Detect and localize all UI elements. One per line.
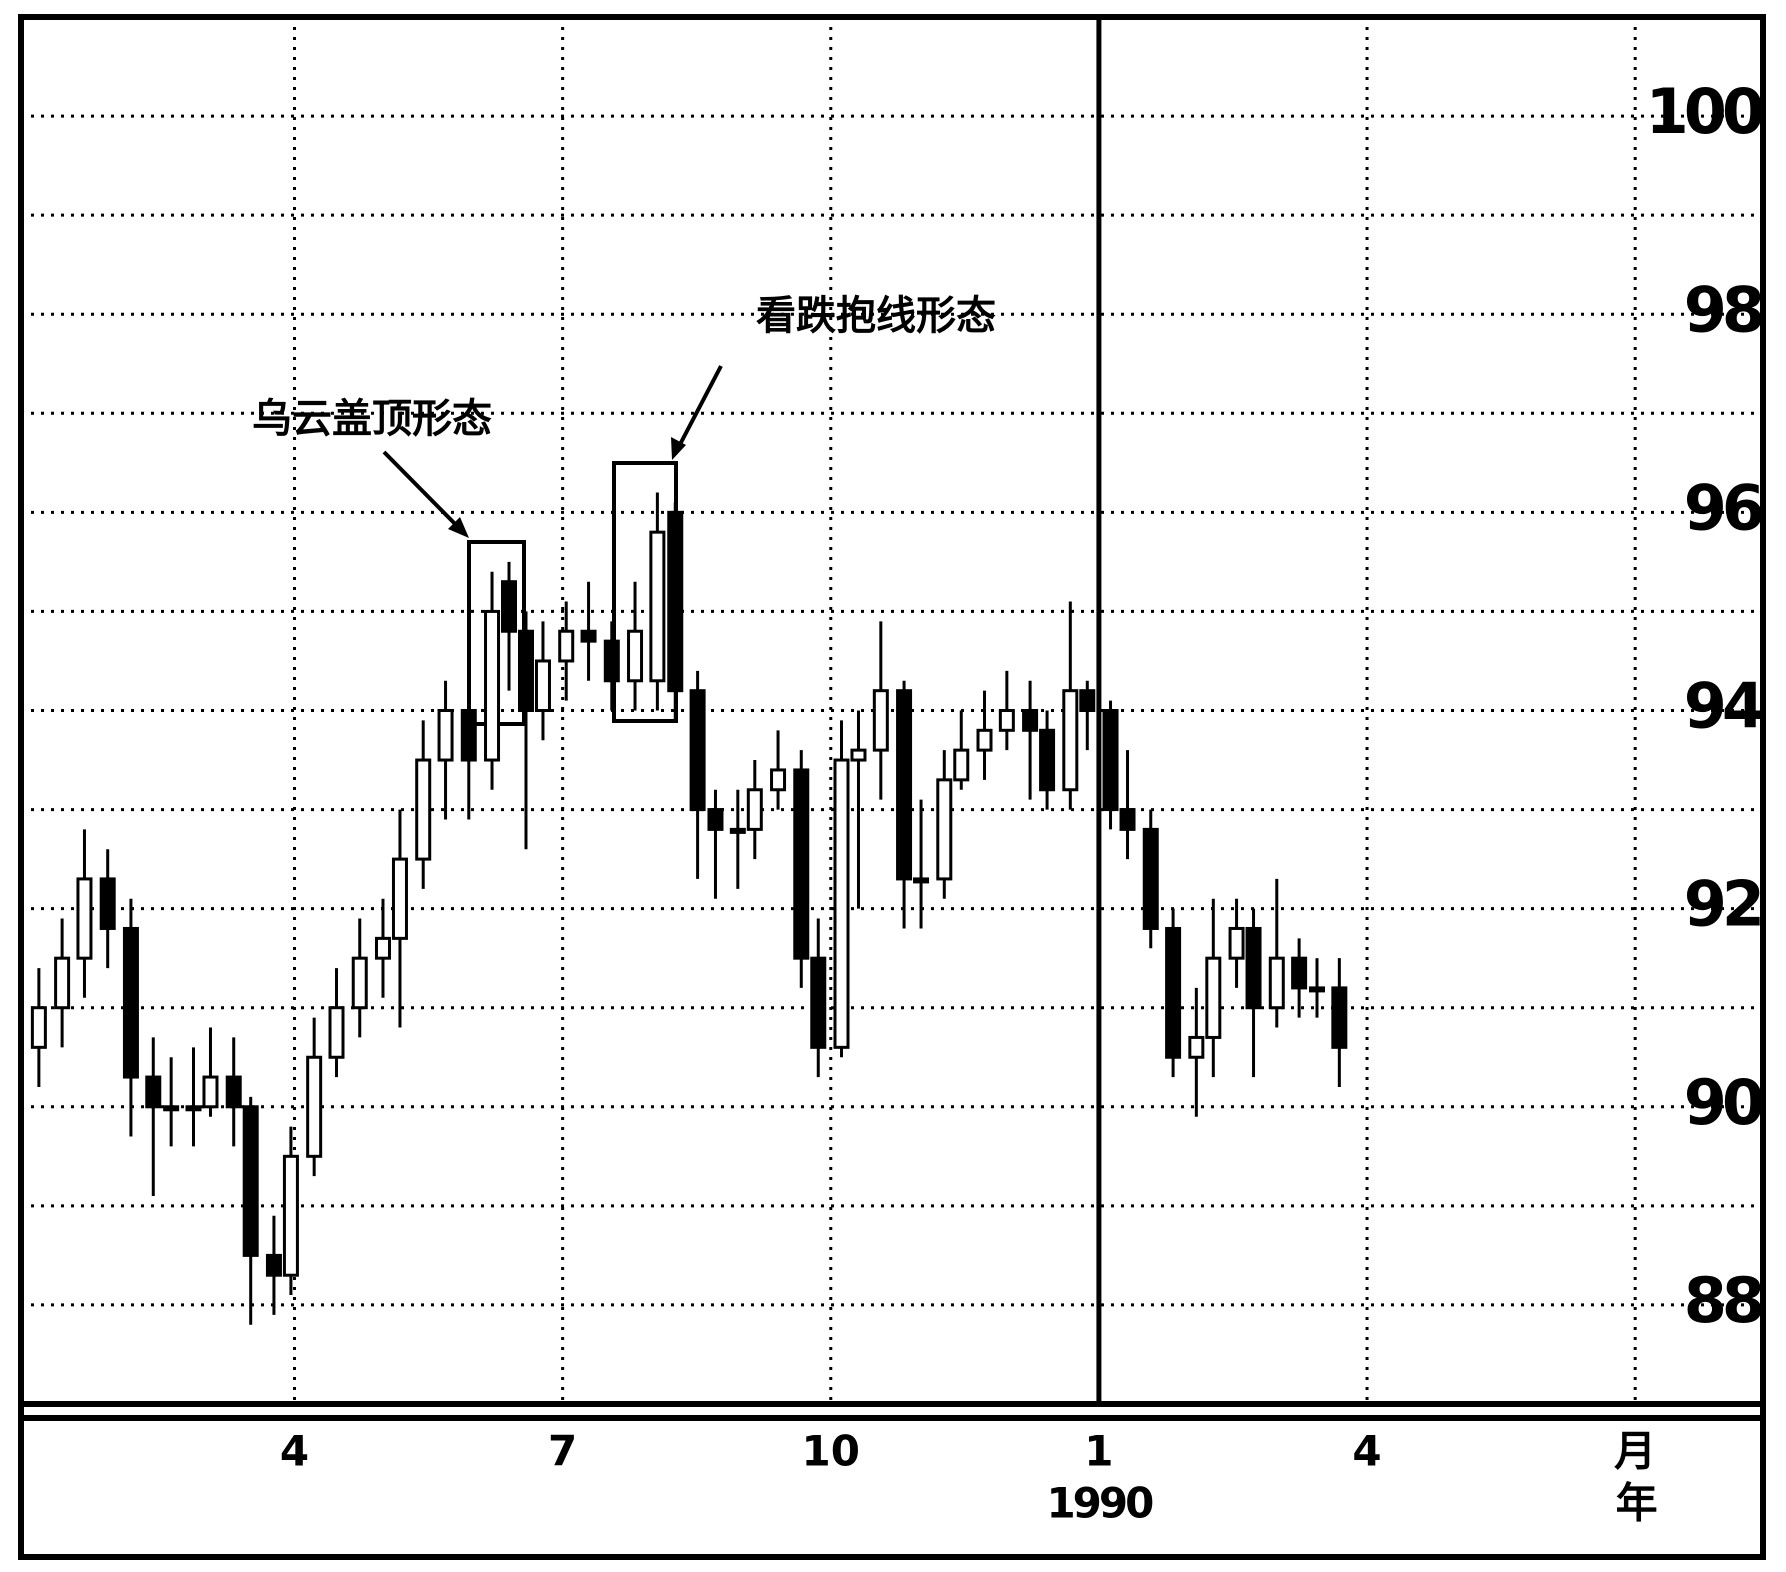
candle-body: [667, 510, 684, 693]
candle-body: [998, 709, 1015, 732]
x-tick-label: 月: [1614, 1427, 1656, 1476]
candle-body: [770, 768, 787, 792]
candle-body: [913, 877, 930, 884]
candle-body: [1102, 709, 1119, 812]
candle-body: [99, 877, 116, 930]
candle-body: [351, 956, 368, 1010]
arrowhead: [448, 517, 469, 538]
candle-body: [872, 689, 889, 752]
annotation: 看跌抱线形态: [756, 293, 996, 339]
candle-body: [936, 778, 953, 881]
candle-body: [810, 956, 827, 1049]
candle-body: [580, 629, 597, 643]
candle-body: [76, 877, 93, 960]
arrow: [382, 450, 466, 535]
candle-body: [1268, 956, 1285, 1010]
candle-body: [185, 1105, 202, 1112]
candle-body: [163, 1105, 180, 1112]
candle-body: [649, 530, 666, 683]
annotation: 乌云盖顶形态: [252, 396, 492, 442]
candle-body: [225, 1075, 242, 1109]
y-tick-label: 88: [1684, 1264, 1762, 1337]
candle-body: [1142, 827, 1159, 930]
candle-body: [202, 1075, 219, 1109]
year-label: 年: [1616, 1479, 1657, 1528]
candle-body: [122, 926, 139, 1079]
candle-body: [833, 758, 850, 1049]
candle-body: [896, 689, 913, 881]
candle-body: [328, 1006, 345, 1059]
x-tick-label: 10: [802, 1427, 860, 1476]
candle-body: [729, 827, 746, 834]
candle-body: [689, 689, 706, 812]
y-tick-label: 92: [1684, 868, 1760, 941]
candle-body: [265, 1253, 282, 1277]
y-tick-label: 90: [1684, 1066, 1763, 1139]
candle-body: [793, 768, 810, 960]
candle-body: [282, 1154, 299, 1277]
candle-body: [374, 936, 391, 960]
candle-body: [145, 1075, 162, 1109]
candle-body: [1205, 956, 1222, 1039]
candle-body: [558, 629, 575, 663]
candle-body: [1228, 926, 1245, 960]
candle-body: [1165, 926, 1182, 1059]
candle-body: [460, 709, 477, 762]
candle-body: [1331, 986, 1348, 1049]
y-tick-label: 100: [1646, 75, 1763, 148]
candle-body: [1039, 728, 1056, 792]
arrow: [673, 365, 723, 455]
candle-body: [484, 609, 501, 762]
candle-body: [707, 808, 724, 831]
candle-body: [54, 956, 71, 1010]
candle-body: [1308, 986, 1325, 993]
candle-body: [534, 659, 551, 713]
candle-body: [1119, 808, 1136, 831]
candle-body: [1022, 709, 1039, 732]
y-tick-label: 96: [1684, 471, 1762, 544]
x-tick-label: 4: [280, 1427, 309, 1476]
candle-body: [603, 639, 620, 683]
candle-body: [501, 580, 518, 633]
candle-body: [306, 1055, 323, 1158]
candle-body: [850, 748, 867, 762]
candle-body: [1245, 926, 1262, 1010]
arrowhead: [671, 437, 686, 460]
candle-body: [242, 1105, 259, 1257]
frame: [18, 14, 1766, 1560]
candle-body: [1062, 689, 1079, 792]
candle-body: [1188, 1035, 1205, 1059]
candle-body: [1079, 689, 1096, 713]
candle-body: [517, 629, 534, 712]
candle-body: [746, 788, 763, 831]
candle-body: [391, 857, 408, 940]
candle-body: [415, 758, 432, 861]
year-label: 1990: [1046, 1479, 1153, 1528]
y-tick-label: 98: [1684, 273, 1762, 346]
x-tick-label: 7: [548, 1427, 577, 1476]
y-tick-label: 94: [1684, 670, 1763, 743]
candle-body: [437, 709, 454, 762]
x-tick-label: 4: [1352, 1427, 1381, 1476]
candle-body: [30, 1006, 47, 1049]
candle-body: [953, 748, 970, 782]
candle-body: [976, 728, 993, 752]
candle-body: [1291, 956, 1308, 990]
x-tick-label: 1: [1084, 1427, 1113, 1476]
candle-body: [627, 629, 644, 683]
